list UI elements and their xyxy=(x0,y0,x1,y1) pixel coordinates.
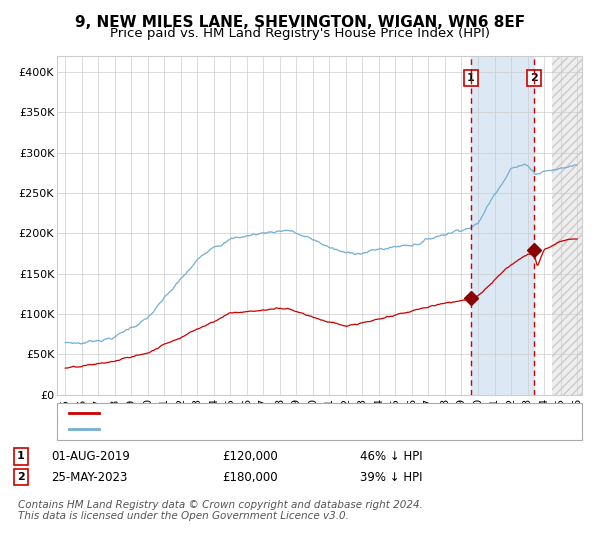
Text: Contains HM Land Registry data © Crown copyright and database right 2024.
This d: Contains HM Land Registry data © Crown c… xyxy=(18,500,423,521)
Text: 2: 2 xyxy=(530,73,538,83)
Text: £180,000: £180,000 xyxy=(222,470,278,484)
Text: 39% ↓ HPI: 39% ↓ HPI xyxy=(360,470,422,484)
Bar xyxy=(552,56,586,395)
Text: 2: 2 xyxy=(17,472,25,482)
Text: 25-MAY-2023: 25-MAY-2023 xyxy=(51,470,127,484)
Text: 9, NEW MILES LANE, SHEVINGTON, WIGAN, WN6 8EF (detached house): 9, NEW MILES LANE, SHEVINGTON, WIGAN, WN… xyxy=(105,407,523,420)
Text: 9, NEW MILES LANE, SHEVINGTON, WIGAN, WN6 8EF: 9, NEW MILES LANE, SHEVINGTON, WIGAN, WN… xyxy=(75,15,525,30)
Text: Price paid vs. HM Land Registry's House Price Index (HPI): Price paid vs. HM Land Registry's House … xyxy=(110,27,490,40)
Text: 1: 1 xyxy=(17,451,25,461)
Text: £120,000: £120,000 xyxy=(222,450,278,463)
Text: 46% ↓ HPI: 46% ↓ HPI xyxy=(360,450,422,463)
Text: HPI: Average price, detached house, Wigan: HPI: Average price, detached house, Wiga… xyxy=(105,423,360,436)
Text: 1: 1 xyxy=(467,73,475,83)
Bar xyxy=(552,56,586,395)
Bar xyxy=(471,56,534,395)
Text: 01-AUG-2019: 01-AUG-2019 xyxy=(51,450,130,463)
